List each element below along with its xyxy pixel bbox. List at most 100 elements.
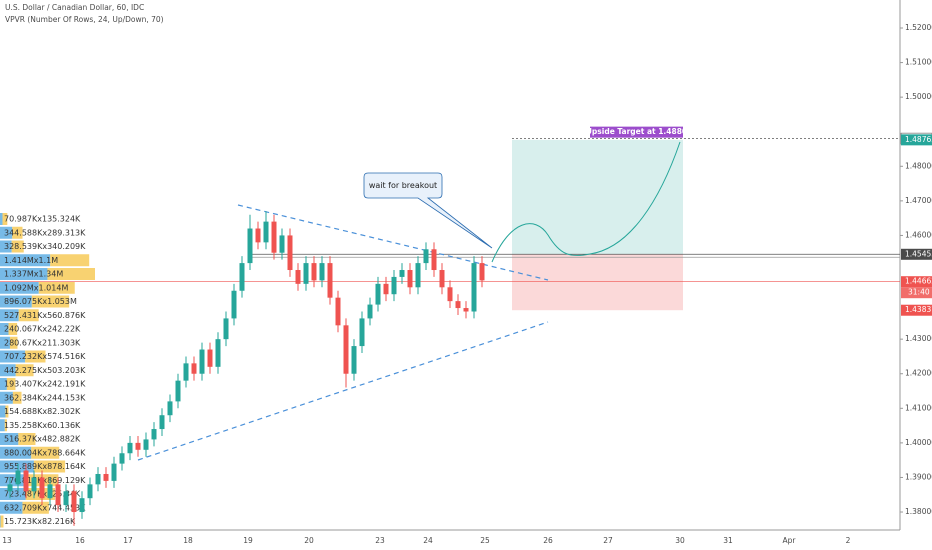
upper-trendline xyxy=(237,204,549,281)
callout-text: wait for breakout xyxy=(369,181,437,190)
vp-label: 193.407Kx242.191K xyxy=(4,380,86,389)
x-tick-label: 27 xyxy=(603,536,613,545)
vp-down-bar xyxy=(15,364,34,377)
candle-body xyxy=(71,491,77,513)
candle-body xyxy=(463,308,469,312)
vp-down-bar xyxy=(25,350,46,363)
vp-up-bar xyxy=(0,474,28,487)
vp-label: 776.815Kx869.129K xyxy=(4,476,86,485)
candle-body xyxy=(391,276,397,295)
candle-body xyxy=(111,463,117,481)
candle-body xyxy=(215,339,221,367)
y-tick-label: 1.41000 xyxy=(905,403,932,412)
candle-body xyxy=(79,498,85,513)
vp-down-bar xyxy=(12,391,22,404)
target-label-bg xyxy=(590,126,683,138)
candle-body xyxy=(55,484,61,506)
price-badge xyxy=(901,248,932,260)
vp-label: 362.384Kx244.153K xyxy=(4,393,86,402)
candle-body xyxy=(191,363,197,374)
vp-down-bar xyxy=(0,515,4,528)
candle-body xyxy=(399,270,405,277)
candle-body xyxy=(263,221,269,243)
vp-label: 15.723Kx82.216K xyxy=(4,517,76,526)
indicator-label: VPVR (Number Of Rows, 24, Up/Down, 70) xyxy=(5,15,164,24)
x-tick-label: 31 xyxy=(723,536,733,545)
y-tick-label: 1.38000 xyxy=(905,507,932,516)
vp-up-bar xyxy=(0,460,34,473)
candle-body xyxy=(95,473,101,485)
candle-body xyxy=(159,415,165,430)
candle-body xyxy=(151,429,157,440)
vp-label: 280.67Kx211.303K xyxy=(4,338,81,347)
countdown-label: 31:40 xyxy=(908,288,930,297)
y-tick-label: 1.43000 xyxy=(905,334,932,343)
candle-body xyxy=(351,346,357,374)
candle-body xyxy=(335,297,341,326)
y-tick-label: 1.39000 xyxy=(905,472,932,481)
vp-up-bar xyxy=(0,364,16,377)
vp-label: 955.889Kx878.164K xyxy=(4,462,86,471)
vp-down-bar xyxy=(47,268,95,280)
candle-body xyxy=(31,477,37,492)
vp-up-bar xyxy=(0,254,51,267)
y-tick-label: 1.42000 xyxy=(905,369,932,378)
vp-down-bar xyxy=(2,213,8,225)
candle-body xyxy=(295,270,301,284)
x-tick-label: 30 xyxy=(675,536,685,545)
candle-body xyxy=(87,484,93,499)
vp-down-bar xyxy=(6,378,16,390)
vp-up-bar xyxy=(0,240,12,253)
vp-up-bar xyxy=(0,391,13,404)
x-tick-label: 16 xyxy=(75,536,85,545)
vp-label: 70.987Kx135.324K xyxy=(4,215,81,224)
candle-body xyxy=(183,363,189,381)
candle-body xyxy=(199,349,205,374)
candle-body xyxy=(303,263,309,284)
vp-up-bar xyxy=(0,405,6,418)
candle-body xyxy=(207,349,213,367)
candle-body xyxy=(271,221,277,253)
volume-profile: 70.987Kx135.324K 344.588Kx289.313K 328.539… xyxy=(0,213,95,528)
candle-body xyxy=(343,325,349,374)
y-tick-label: 1.51000 xyxy=(905,58,932,67)
vp-up-bar xyxy=(0,336,10,349)
target-label: Upside Target at 1.4880 xyxy=(586,127,687,136)
candle-body xyxy=(375,283,381,305)
price-badge-label: 1.43837 xyxy=(905,305,932,314)
vp-up-bar xyxy=(0,281,39,294)
x-tick-label: 13 xyxy=(2,536,12,545)
candle-body xyxy=(47,484,53,499)
candle-body xyxy=(439,270,445,288)
x-tick-label: 18 xyxy=(183,536,193,545)
vp-down-bar xyxy=(18,433,36,445)
vp-label: 527.431Kx560.876K xyxy=(4,311,86,320)
candle-body xyxy=(127,442,133,454)
loss-zone xyxy=(512,254,683,311)
vp-up-bar xyxy=(0,515,1,528)
price-badge xyxy=(901,134,932,146)
candle-body xyxy=(175,380,181,402)
vp-up-bar xyxy=(0,213,3,225)
candle-body xyxy=(143,439,149,450)
candle-body xyxy=(407,270,413,288)
y-tick-label: 1.48000 xyxy=(905,161,932,170)
x-tick-label: 20 xyxy=(304,536,314,545)
price-badge-label: 1.44662 xyxy=(905,277,932,286)
x-tick-label: 2 xyxy=(846,536,851,545)
vp-label: 707.232Kx574.516K xyxy=(4,352,86,361)
axes: 1.38000 1.39000 1.40000 1.41000 1.42000 1.430… xyxy=(2,23,932,545)
vp-label: 154.688Kx82.302K xyxy=(4,407,81,416)
candle-body xyxy=(39,477,45,499)
candle-body xyxy=(23,470,29,492)
lower-trendline xyxy=(137,321,549,461)
candle-body xyxy=(423,249,429,264)
candle-body xyxy=(287,235,293,271)
price-badge xyxy=(901,304,932,316)
vp-label: 880.004Kx788.664K xyxy=(4,448,86,457)
candle-body xyxy=(471,263,477,312)
candle-body xyxy=(231,290,237,319)
vp-down-bar xyxy=(5,405,9,418)
vp-label: 1.092Mx1.014M xyxy=(4,283,68,292)
